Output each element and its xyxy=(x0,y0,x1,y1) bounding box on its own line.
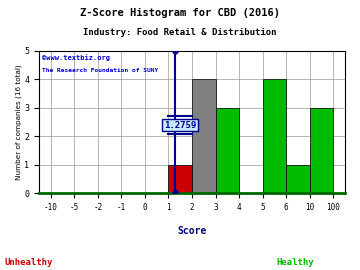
Bar xyxy=(286,165,310,194)
Bar xyxy=(262,79,286,194)
Text: Healthy: Healthy xyxy=(276,258,314,267)
Text: 1.2759: 1.2759 xyxy=(164,120,196,130)
Bar xyxy=(192,79,216,194)
Y-axis label: Number of companies (16 total): Number of companies (16 total) xyxy=(15,64,22,180)
Text: Industry: Food Retail & Distribution: Industry: Food Retail & Distribution xyxy=(83,28,277,37)
Bar xyxy=(168,165,192,194)
Bar xyxy=(216,108,239,194)
Bar xyxy=(310,108,333,194)
X-axis label: Score: Score xyxy=(177,226,207,236)
Text: ©www.textbiz.org: ©www.textbiz.org xyxy=(42,54,110,61)
Text: The Research Foundation of SUNY: The Research Foundation of SUNY xyxy=(42,68,158,73)
Text: Z-Score Histogram for CBD (2016): Z-Score Histogram for CBD (2016) xyxy=(80,8,280,18)
Text: Unhealthy: Unhealthy xyxy=(5,258,53,267)
